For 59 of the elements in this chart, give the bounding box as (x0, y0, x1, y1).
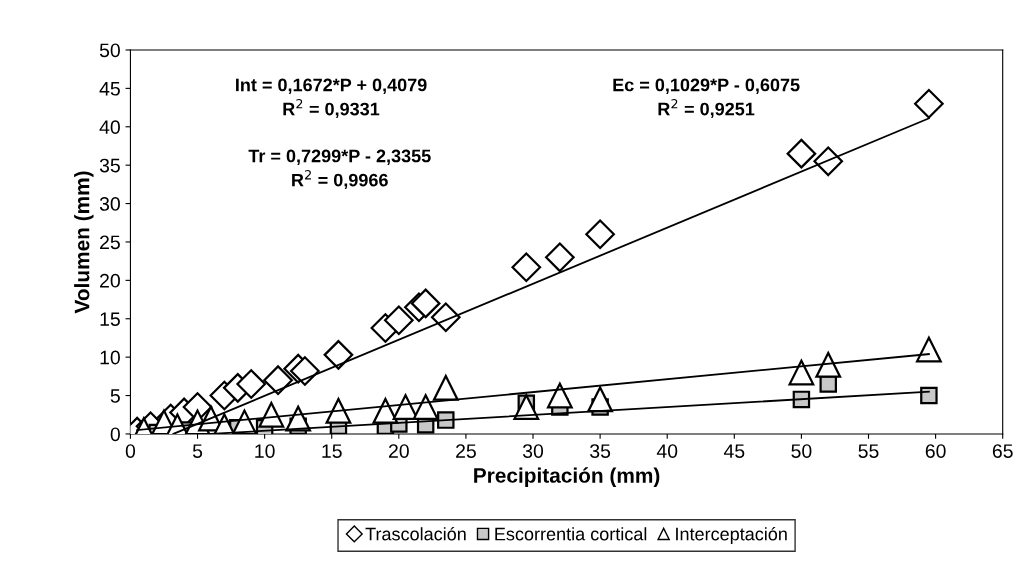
x-tick-label: 10 (255, 444, 275, 458)
x-tick-label: 55 (858, 444, 879, 458)
y-tick-label: 35 (99, 158, 120, 173)
y-tick-label: 10 (100, 350, 120, 365)
legend-label: Trascolación (365, 526, 466, 541)
x-tick-label: 60 (925, 444, 946, 458)
point (544, 242, 575, 273)
annotation: R$^{2}$ = 0,9331 (283, 98, 380, 119)
point (290, 356, 320, 386)
point (410, 288, 441, 319)
point (430, 302, 461, 333)
annotation: Tr = 0,7299*P - 2,3355 (248, 149, 431, 165)
legend-label: Interceptación (676, 526, 787, 545)
legend-label: Escorrentia cortical (495, 527, 647, 541)
point (412, 394, 439, 420)
point (323, 339, 354, 370)
annotation: Ec = 0,1029*P - 0,6075 (613, 78, 800, 94)
point (325, 397, 352, 424)
x-tick-label: 20 (388, 444, 409, 458)
y-tick-label: 5 (110, 389, 120, 403)
point (788, 359, 815, 386)
y-tick-label: 40 (99, 120, 120, 135)
annotation: R$^{2}$ = 0,9251 (658, 98, 755, 119)
y-tick-label: 30 (99, 197, 120, 211)
x-axis-title: Precipitación (mm) (474, 467, 660, 487)
x-tick-label: 65 (992, 444, 1013, 458)
point (258, 401, 285, 428)
y-tick-label: 45 (99, 82, 120, 96)
y-tick-label: 15 (100, 312, 120, 326)
point (920, 386, 938, 405)
x-tick-label: 15 (322, 444, 342, 458)
y-tick-label: 50 (99, 43, 120, 58)
point (786, 138, 817, 169)
x-tick-label: 50 (791, 444, 812, 458)
y-tick-label: 25 (100, 235, 120, 250)
point (585, 219, 615, 250)
point (915, 336, 942, 363)
point (819, 375, 837, 393)
annotation: Int = 0,1672*P + 0,4079 (236, 78, 427, 94)
x-tick-label: 40 (656, 444, 678, 458)
x-tick-label: 0 (125, 444, 136, 458)
point (546, 382, 573, 409)
x-tick-label: 25 (456, 444, 476, 458)
point (511, 252, 542, 283)
annotation: R$^{2}$ = 0,9966 (292, 170, 388, 190)
point (815, 351, 842, 378)
x-tick-label: 35 (590, 444, 611, 458)
point (263, 365, 293, 396)
point (813, 146, 844, 177)
y-axis-title: Volumen (mm) (74, 171, 94, 314)
y-tick-label: 20 (100, 273, 120, 288)
point (914, 88, 944, 119)
point (236, 369, 267, 399)
point (383, 305, 414, 336)
point (432, 374, 459, 401)
x-tick-label: 5 (192, 444, 203, 458)
x-tick-label: 30 (522, 444, 544, 458)
y-tick-label: 0 (110, 427, 120, 442)
x-tick-label: 45 (723, 444, 745, 458)
